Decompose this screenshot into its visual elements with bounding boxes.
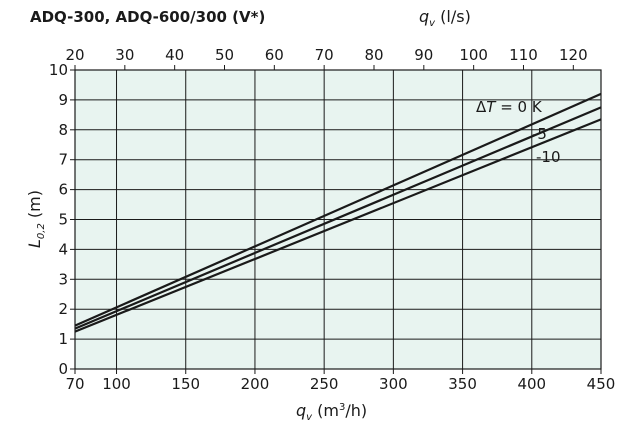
y-tick-label: 2 (58, 300, 68, 318)
x2-tick-label: 70 (315, 46, 334, 64)
x-tick-label: 300 (379, 375, 408, 393)
series-lines (74, 92, 602, 333)
series-line-2 (74, 118, 602, 333)
y-tick-label: 7 (58, 151, 68, 169)
x2-tick-label: 40 (165, 46, 184, 64)
series-label-minus10: -10 (536, 148, 561, 166)
x2-tick-label: 80 (364, 46, 383, 64)
x2-axis-label: qv (l/s) (419, 7, 471, 29)
y-tick-label: 0 (58, 360, 68, 378)
chart-title: ADQ-300, ADQ-600/300 (V*) (30, 8, 265, 26)
series-label-0k: ΔT = 0 K (476, 98, 543, 116)
x2-tick-label: 30 (115, 46, 134, 64)
x2-tick-label: 120 (559, 46, 588, 64)
x2-tick-label: 110 (509, 46, 538, 64)
x-tick-label: 150 (171, 375, 200, 393)
y-tick-label: 9 (58, 91, 68, 109)
x-tick-label: 450 (587, 375, 616, 393)
x2-tick-label: 60 (265, 46, 284, 64)
x-axis-label: qv (m3/h) (296, 401, 367, 423)
x-tick-label: 100 (102, 375, 131, 393)
y-axis-ticks: 0 1 2 3 4 5 6 7 8 9 10 (49, 61, 75, 378)
series-label-minus5: -5 (532, 125, 547, 143)
x-tick-label: 350 (448, 375, 477, 393)
series-line-0 (74, 92, 602, 327)
x-tick-label: 250 (310, 375, 339, 393)
y-tick-label: 10 (49, 61, 68, 79)
x-tick-label: 400 (517, 375, 546, 393)
x2-tick-label: 20 (65, 46, 84, 64)
x-tick-label: 200 (241, 375, 270, 393)
x-axis-ticks: 70 100 150 200 250 300 350 400 450 (65, 369, 615, 393)
y-tick-label: 5 (58, 211, 68, 229)
y-tick-label: 6 (58, 181, 68, 199)
x2-tick-label: 100 (459, 46, 488, 64)
y-tick-label: 8 (58, 121, 68, 139)
x2-tick-label: 50 (215, 46, 234, 64)
x2-axis-ticks: 20 30 40 50 60 70 80 90 100 110 120 (65, 46, 588, 70)
y-tick-label: 3 (58, 270, 68, 288)
x-tick-label: 70 (65, 375, 84, 393)
series-line-1 (74, 106, 602, 330)
y-tick-label: 1 (58, 330, 68, 348)
grid-horizontal (75, 99, 601, 340)
y-tick-label: 4 (58, 240, 68, 258)
x2-tick-label: 90 (414, 46, 433, 64)
y-axis-label: L0,2 (m) (25, 190, 47, 248)
